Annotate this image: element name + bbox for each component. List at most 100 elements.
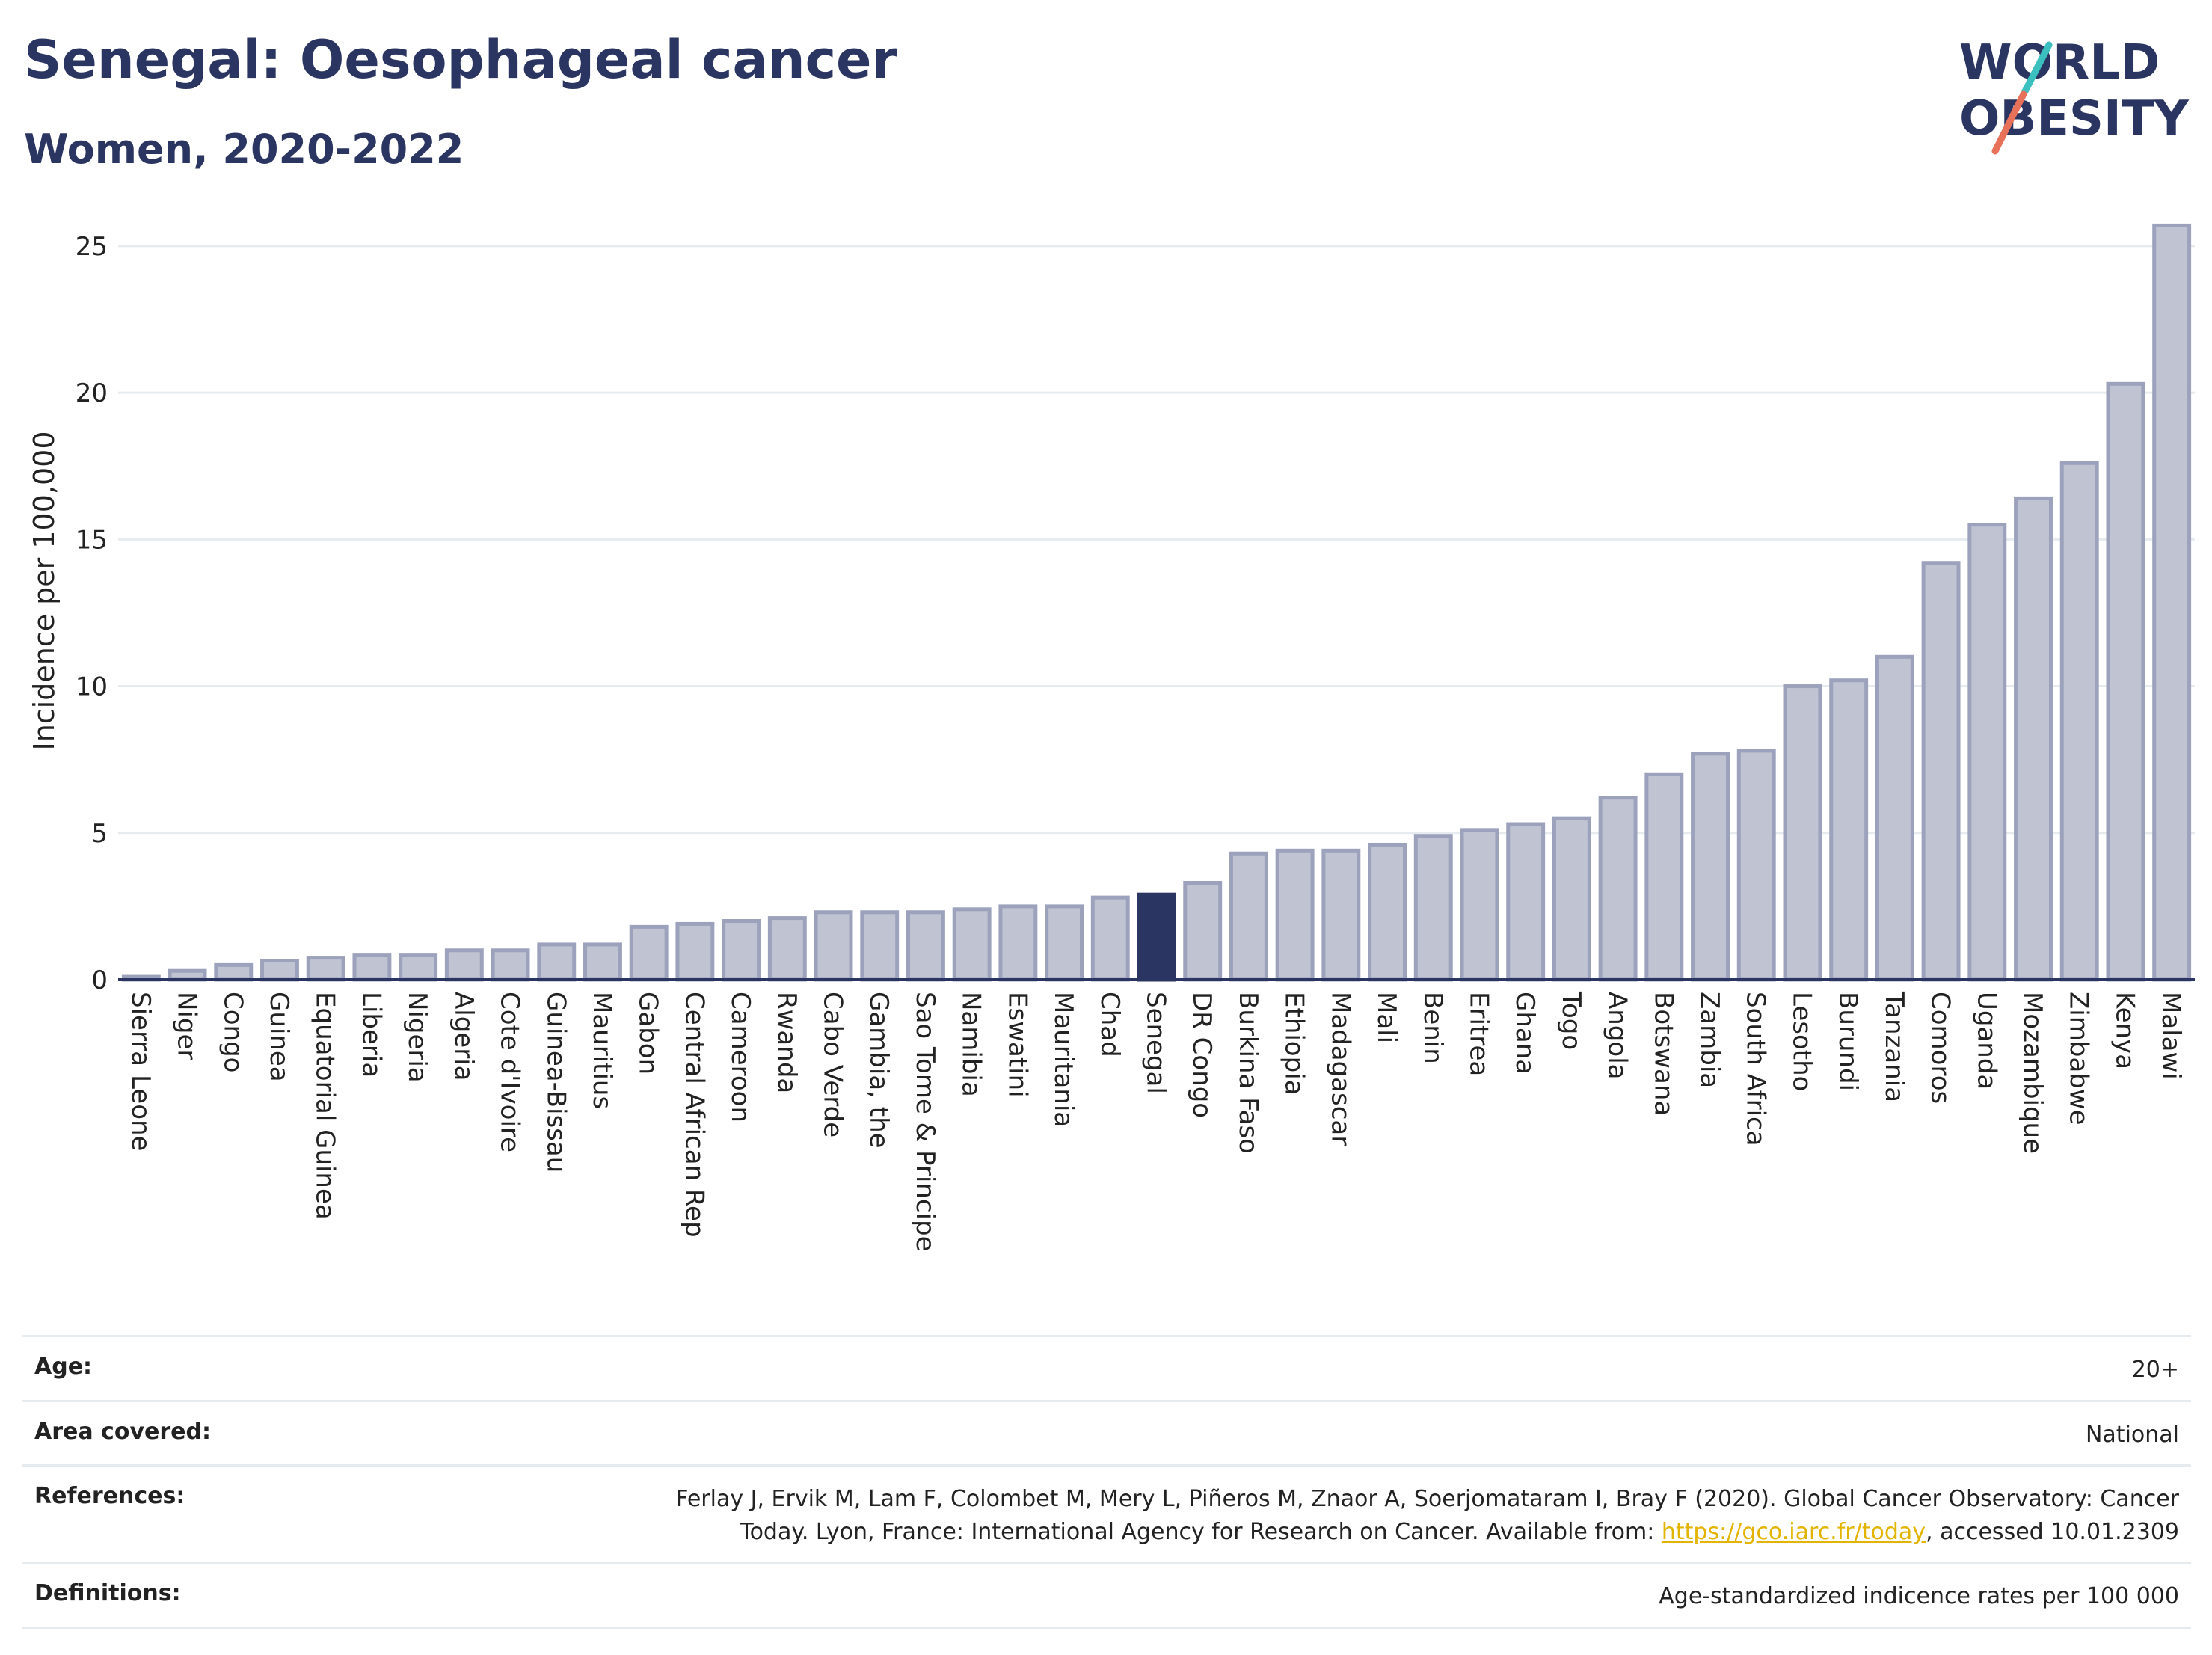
x-tick-label: Nigeria bbox=[402, 992, 432, 1083]
x-tick-label: Burundi bbox=[1833, 992, 1863, 1091]
references-accessed: , accessed 10.01.2309 bbox=[1926, 1518, 2179, 1545]
x-tick-label: Niger bbox=[172, 992, 202, 1060]
logo-text-world: WORLD bbox=[1959, 35, 2160, 90]
x-tick-label: Kenya bbox=[2110, 992, 2139, 1069]
x-tick-label: Sierra Leone bbox=[126, 992, 156, 1151]
info-row-age: Age: 20+ bbox=[22, 1335, 2191, 1400]
bar-algeria bbox=[444, 948, 484, 982]
bar-guinea bbox=[260, 958, 299, 982]
bar-zambia bbox=[1691, 752, 1730, 982]
bar-cote-d-ivoire bbox=[491, 948, 530, 982]
bar-mauritania bbox=[1045, 904, 1084, 982]
bar-mozambique bbox=[2014, 496, 2053, 982]
bar-angola bbox=[1598, 796, 1638, 982]
info-label-age: Age: bbox=[34, 1354, 93, 1380]
x-tick-label: Madagascar bbox=[1325, 992, 1355, 1146]
x-tick-label: South Africa bbox=[1741, 992, 1771, 1146]
bar-comoros bbox=[1921, 561, 1961, 982]
x-tick-label: DR Congo bbox=[1187, 992, 1217, 1118]
bar-gambia-the bbox=[860, 910, 900, 982]
y-tick-label: 15 bbox=[76, 525, 108, 555]
bar-tanzania bbox=[1875, 654, 1914, 982]
y-axis-title: Incidence per 100,000 bbox=[28, 431, 61, 750]
x-tick-label: Togo bbox=[1556, 991, 1586, 1050]
x-tick-label: Cote d'Ivoire bbox=[495, 992, 525, 1152]
bar-mauritius bbox=[583, 942, 622, 982]
info-value-area: National bbox=[2085, 1421, 2179, 1448]
x-tick-label: Burkina Faso bbox=[1233, 992, 1263, 1154]
page-subtitle: Women, 2020-2022 bbox=[24, 126, 464, 173]
x-tick-label: Mauritania bbox=[1048, 992, 1078, 1127]
x-tick-label: Angola bbox=[1603, 992, 1632, 1079]
bar-gabon bbox=[629, 924, 669, 982]
x-tick-label: Namibia bbox=[956, 992, 986, 1097]
x-tick-label: Gambia, the bbox=[864, 992, 894, 1149]
info-value-references: Ferlay J, Ervik M, Lam F, Colombet M, Me… bbox=[609, 1483, 2179, 1548]
info-row-references: References: Ferlay J, Ervik M, Lam F, Co… bbox=[22, 1464, 2191, 1562]
chart-y-ticks: 0 5 10 15 20 25 bbox=[76, 232, 108, 995]
chart-x-labels: Sierra Leone Niger Congo Guinea Equatorial G… bbox=[126, 991, 2186, 1252]
x-tick-label: Zambia bbox=[1695, 992, 1724, 1088]
bar-nigeria bbox=[399, 953, 438, 982]
x-tick-label: Eswatini bbox=[1002, 992, 1032, 1098]
bar-cameroon bbox=[722, 919, 761, 982]
x-tick-label: Guinea-Bissau bbox=[541, 992, 571, 1173]
chart-bars bbox=[121, 223, 2192, 982]
x-tick-label: Liberia bbox=[356, 992, 386, 1078]
bar-ghana bbox=[1506, 822, 1546, 982]
bar-malawi bbox=[2152, 223, 2192, 982]
y-tick-label: 0 bbox=[91, 965, 108, 995]
x-tick-label: Mozambique bbox=[2018, 992, 2047, 1154]
x-tick-label: Cameroon bbox=[725, 992, 755, 1123]
bar-madagascar bbox=[1321, 848, 1361, 982]
x-tick-label: Mali bbox=[1371, 992, 1401, 1043]
references-link[interactable]: https://gco.iarc.fr/today bbox=[1661, 1518, 1926, 1545]
bar-chad bbox=[1090, 895, 1130, 982]
x-tick-label: Rwanda bbox=[772, 992, 802, 1093]
bar-namibia bbox=[952, 907, 992, 982]
x-tick-label: Congo bbox=[218, 992, 248, 1072]
x-tick-label: Malawi bbox=[2156, 992, 2186, 1080]
y-tick-label: 20 bbox=[76, 378, 108, 408]
x-tick-label: Equatorial Guinea bbox=[310, 992, 340, 1220]
bar-rwanda bbox=[767, 916, 807, 982]
info-value-age: 20+ bbox=[2131, 1357, 2179, 1383]
bar-congo bbox=[214, 962, 254, 982]
bar-zimbabwe bbox=[2059, 461, 2099, 982]
x-tick-label: Gabon bbox=[633, 992, 663, 1075]
x-tick-label: Guinea bbox=[264, 992, 294, 1082]
bar-guinea-bissau bbox=[537, 942, 577, 982]
info-label-references: References: bbox=[34, 1483, 185, 1509]
x-tick-label: Sao Tome & Principe bbox=[910, 992, 940, 1252]
bar-kenya bbox=[2106, 381, 2145, 982]
x-tick-label: Central African Rep bbox=[679, 992, 709, 1238]
bar-lesotho bbox=[1783, 684, 1822, 982]
info-value-definitions: Age-standardized indicence rates per 100… bbox=[1659, 1583, 2179, 1609]
bar-ethiopia bbox=[1275, 848, 1315, 982]
x-tick-label: Chad bbox=[1095, 992, 1125, 1057]
page-title: Senegal: Oesophageal cancer bbox=[24, 29, 898, 90]
chart-gridlines bbox=[118, 245, 2195, 835]
bar-cabo-verde bbox=[814, 910, 853, 982]
x-tick-label: Comoros bbox=[1926, 992, 1956, 1104]
x-tick-label: Mauritius bbox=[587, 992, 617, 1109]
logo-accent-coral-icon bbox=[1991, 90, 2027, 155]
info-label-definitions: Definitions: bbox=[34, 1580, 181, 1606]
x-tick-label: Uganda bbox=[1971, 992, 2001, 1090]
bar-liberia bbox=[352, 953, 392, 982]
info-label-area: Area covered: bbox=[34, 1418, 211, 1445]
info-row-definitions: Definitions: Age-standardized indicence … bbox=[22, 1562, 2191, 1629]
bar-chart: 0 5 10 15 20 25 Sierra Leone Niger Congo Guinea E… bbox=[28, 223, 2195, 1252]
x-tick-label: Cabo Verde bbox=[818, 992, 848, 1137]
y-tick-label: 10 bbox=[76, 672, 108, 702]
world-obesity-logo: WORLD OBESITY bbox=[1959, 35, 2189, 155]
bar-senegal bbox=[1137, 892, 1176, 982]
x-tick-label: Ghana bbox=[1510, 992, 1540, 1075]
bar-uganda bbox=[1967, 523, 2007, 982]
bar-benin bbox=[1413, 834, 1453, 982]
logo-accent-teal-icon bbox=[2021, 41, 2053, 95]
info-row-area: Area covered: National bbox=[22, 1399, 2191, 1465]
bar-burundi bbox=[1829, 678, 1869, 982]
bar-sao-tome-principe bbox=[906, 910, 945, 982]
bar-south-africa bbox=[1736, 749, 1776, 982]
